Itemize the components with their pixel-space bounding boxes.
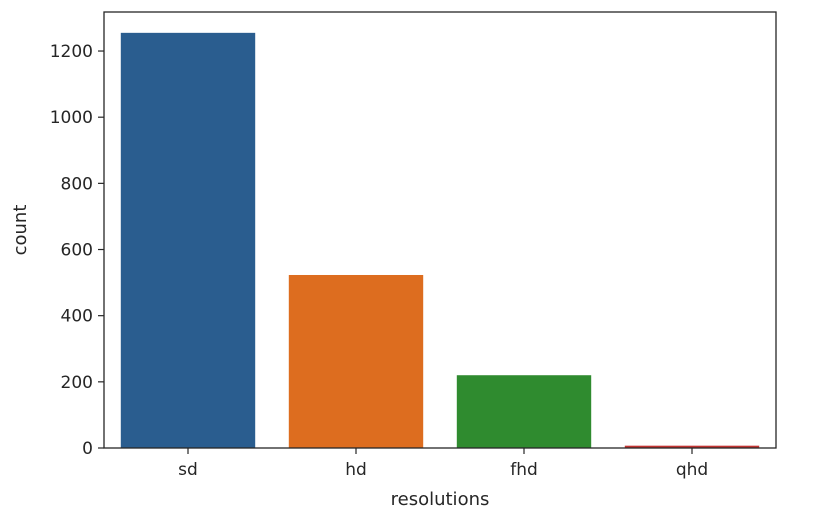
y-tick-label: 600	[61, 241, 93, 261]
bar-sd	[120, 32, 256, 448]
y-axis-label: count	[10, 205, 31, 256]
y-tick-label: 1200	[50, 42, 93, 62]
plot-frame	[103, 11, 777, 449]
bar-fhd	[456, 375, 592, 448]
y-tick-label: 800	[61, 174, 93, 194]
x-tick-label: fhd	[510, 460, 538, 480]
y-axis-ticks: 0 200 400 600 800 1000 1200	[50, 42, 104, 459]
x-axis-ticks: sd hd fhd qhd	[178, 448, 708, 480]
y-tick-label: 1000	[50, 108, 93, 128]
bar-hd	[288, 274, 424, 448]
y-tick-label: 400	[61, 307, 93, 327]
x-tick-label: sd	[178, 460, 198, 480]
x-tick-label: qhd	[676, 460, 708, 480]
bars-group	[120, 32, 760, 448]
x-tick-label: hd	[345, 460, 367, 480]
bar-qhd	[624, 445, 760, 448]
y-tick-label: 200	[61, 373, 93, 393]
y-tick-label: 0	[82, 439, 93, 459]
x-axis-label: resolutions	[391, 489, 490, 510]
